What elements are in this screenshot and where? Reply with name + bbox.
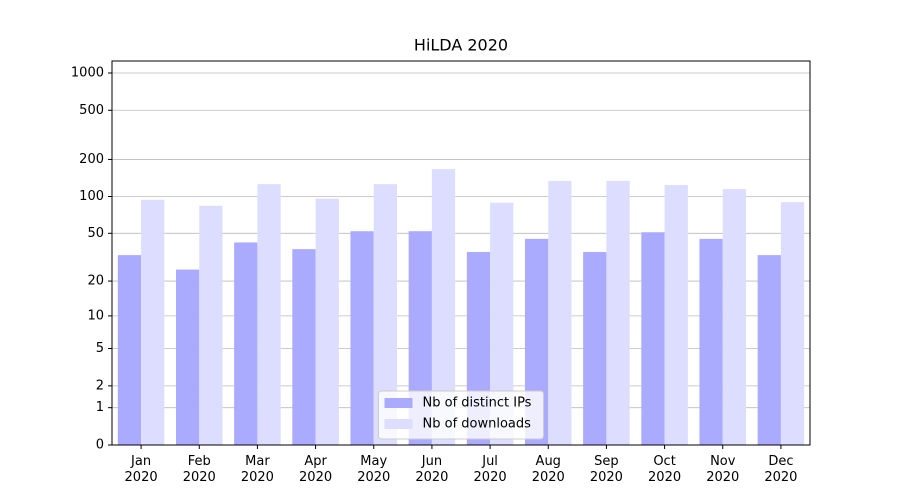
bar — [373, 184, 398, 445]
x-tick-label: Oct 2020 — [648, 454, 681, 485]
x-tick-label: Jan 2020 — [125, 454, 158, 485]
bar — [606, 180, 630, 445]
x-tick-label: Dec 2020 — [764, 454, 797, 485]
bar — [780, 202, 805, 445]
x-tick-label: Jul 2020 — [474, 454, 507, 485]
x-tick-label: Nov 2020 — [706, 454, 739, 485]
x-tick-label: May 2020 — [357, 454, 390, 485]
legend-swatch — [384, 419, 413, 429]
bar — [664, 185, 688, 445]
bar — [292, 249, 316, 445]
legend-box — [378, 390, 544, 440]
y-tick-label: 10 — [87, 308, 104, 323]
x-tick-label: Aug 2020 — [532, 454, 565, 485]
bar — [199, 205, 223, 445]
grid — [112, 72, 810, 446]
bar — [757, 255, 781, 445]
legend: Nb of distinct IPs Nb of downloads — [378, 390, 544, 440]
bar — [315, 198, 339, 445]
legend-label: Nb of distinct IPs — [423, 396, 532, 411]
bar — [234, 242, 258, 445]
x-tick-label: Feb 2020 — [183, 454, 216, 485]
bar — [117, 255, 142, 445]
legend-label: Nb of downloads — [423, 417, 532, 432]
plot-frame — [111, 60, 811, 446]
y-tick-label: 1000 — [71, 66, 104, 81]
bar — [350, 231, 374, 445]
y-tick-label: 50 — [87, 226, 104, 241]
y-tick-label: 2 — [96, 378, 104, 393]
bar — [722, 189, 747, 445]
bar — [431, 169, 456, 446]
bar — [257, 184, 281, 445]
y-tick-label: 5 — [96, 341, 104, 356]
legend-swatch — [384, 398, 413, 408]
y-tick-label: 500 — [79, 103, 104, 118]
bar — [141, 199, 165, 445]
bar — [490, 202, 514, 445]
bar — [699, 238, 723, 445]
bar — [641, 232, 665, 445]
bar — [548, 180, 572, 445]
y-tick-label: 20 — [87, 274, 104, 289]
y-tick-label: 200 — [79, 152, 104, 167]
y-tick-label: 1 — [96, 400, 104, 415]
x-tick-label: Mar 2020 — [241, 454, 274, 485]
x-tick-label: Jun 2020 — [415, 454, 448, 485]
y-tick-label: 0 — [96, 438, 104, 453]
x-tick-label: Apr 2020 — [299, 454, 332, 485]
bar — [175, 269, 200, 445]
x-tick-label: Sep 2020 — [590, 454, 623, 485]
y-tick-label: 100 — [79, 189, 104, 204]
chart-title: HiLDA 2020 — [414, 36, 508, 55]
bar — [583, 252, 607, 445]
